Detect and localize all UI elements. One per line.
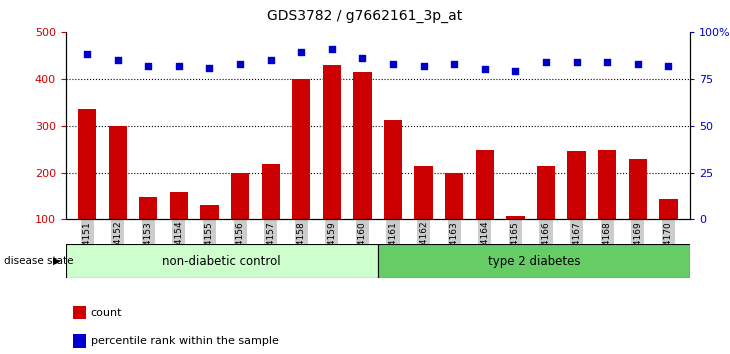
Point [602,59,613,65]
Bar [567,152,586,266]
Text: disease state: disease state [4,256,73,266]
Text: type 2 diabetes: type 2 diabetes [488,255,580,268]
Point [510,68,521,74]
Bar [292,79,310,266]
Bar [415,166,433,266]
Point [387,61,399,67]
Point [173,63,185,68]
Bar [78,109,96,266]
Point [81,52,93,57]
Point [448,61,460,67]
Bar [323,65,341,266]
Bar [170,192,188,266]
Bar [231,172,249,266]
Point [479,67,491,72]
Text: count: count [91,308,122,318]
Bar [353,72,372,266]
Bar [139,197,158,266]
Point [112,57,123,63]
Text: ▶: ▶ [53,256,61,266]
Bar [377,244,690,278]
Point [571,59,583,65]
Point [663,63,675,68]
Text: percentile rank within the sample: percentile rank within the sample [91,336,278,346]
Point [632,61,644,67]
Bar [384,120,402,266]
Bar [507,216,525,266]
Bar [629,159,647,266]
Bar [476,150,494,266]
Point [265,57,277,63]
Point [142,63,154,68]
Point [296,50,307,55]
Bar [109,126,127,266]
Point [204,65,215,70]
Bar [537,166,556,266]
Bar [261,164,280,266]
Text: non-diabetic control: non-diabetic control [162,255,281,268]
Point [540,59,552,65]
Bar [659,199,677,266]
Bar [200,205,219,266]
Point [234,61,246,67]
Bar [445,172,464,266]
Bar [66,244,377,278]
Text: GDS3782 / g7662161_3p_at: GDS3782 / g7662161_3p_at [267,9,463,23]
Point [418,63,429,68]
Point [326,46,338,52]
Bar [598,150,616,266]
Point [357,55,369,61]
